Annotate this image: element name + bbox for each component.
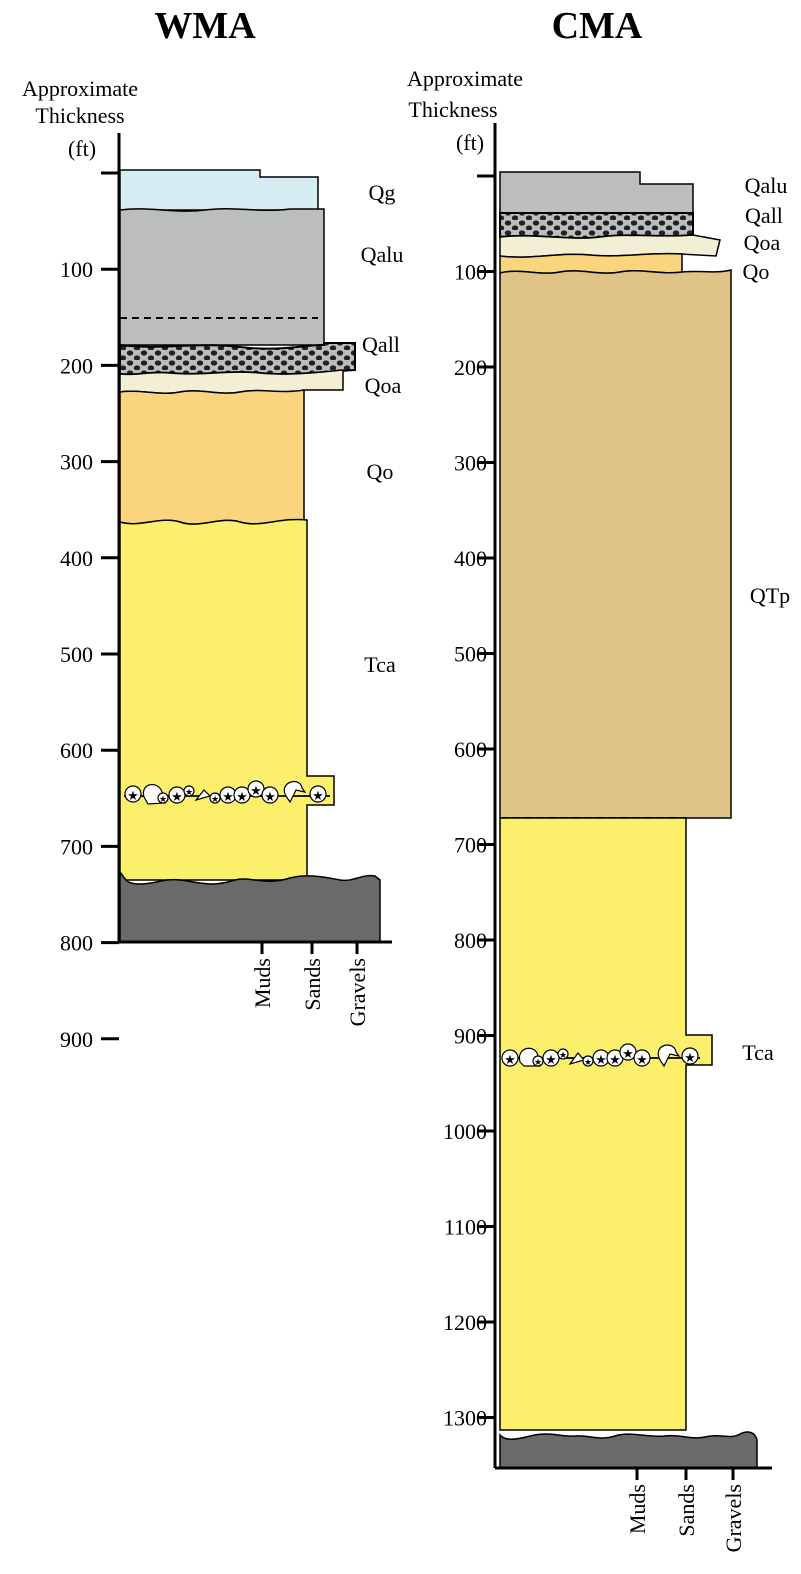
cma-layer-qoa	[499, 234, 721, 258]
svg-text:★: ★	[622, 1046, 634, 1061]
cma-grain-label: Sands	[674, 1484, 699, 1537]
wma-fossil-band: ★ ★ ★ ★ ★ ★ ★ ★ ★ ★	[124, 780, 330, 805]
svg-text:★: ★	[250, 783, 262, 798]
svg-text:★: ★	[211, 794, 219, 804]
wma-layer-qall	[119, 342, 356, 376]
wma-grain-size-axis: Muds Sands Gravels	[250, 942, 370, 1026]
cma-layer-qo	[499, 252, 683, 274]
cma-tick-label: 1200	[443, 1310, 487, 1335]
cma-header-line2: Thickness	[408, 97, 497, 122]
cma-tick-label: 400	[454, 546, 487, 571]
svg-text:★: ★	[609, 1052, 621, 1067]
cma-tick-label: 100	[454, 260, 487, 285]
wma-label-qg: Qg	[369, 180, 396, 205]
cma-grain-label: Muds	[625, 1484, 650, 1534]
wma-ticks: 100 200 300 400 500 600 700 800 900	[60, 171, 119, 1052]
wma-header-line1: Approximate	[22, 76, 138, 101]
cma-layer-tca	[499, 817, 713, 1431]
cma-label-qalu: Qalu	[745, 173, 788, 198]
cma-tick-label: 200	[454, 355, 487, 380]
cma-tick-label: 700	[454, 833, 487, 858]
svg-text:★: ★	[171, 789, 183, 804]
wma-title: WMA	[154, 5, 256, 47]
svg-text:★: ★	[185, 787, 193, 797]
wma-grain-label: Sands	[300, 958, 325, 1011]
wma-tick-label: 100	[60, 257, 93, 282]
wma-units: (ft)	[68, 136, 96, 161]
cma-tick-label: 800	[454, 928, 487, 953]
wma-label-tca: Tca	[364, 652, 396, 677]
wma-header-line2: Thickness	[35, 103, 124, 128]
svg-text:★: ★	[264, 789, 276, 804]
svg-text:★: ★	[545, 1052, 557, 1067]
wma-column: WMA Approximate Thickness (ft) ★ ★ ★ ★ ★…	[22, 5, 403, 1052]
cma-grain-label: Gravels	[721, 1484, 746, 1552]
cma-tick-label: 500	[454, 642, 487, 667]
cma-layer-qtp	[499, 269, 732, 819]
wma-label-qall: Qall	[362, 332, 400, 357]
svg-text:★: ★	[504, 1052, 516, 1067]
cma-ticks: 100 200 300 400 500 600 700 800 900 1000 1100 1200 1…	[443, 174, 495, 1431]
wma-label-qo: Qo	[367, 459, 394, 484]
cma-layer-qalu	[499, 171, 694, 214]
cma-label-qall: Qall	[745, 203, 783, 228]
cma-column: CMA Approximate Thickness (ft) ★ ★ ★ ★ ★…	[407, 5, 790, 1552]
wma-layer-qalu	[119, 207, 325, 346]
cma-units: (ft)	[456, 130, 484, 155]
cma-label-qo: Qo	[743, 259, 770, 284]
cma-tick-label: 600	[454, 737, 487, 762]
svg-text:★: ★	[534, 1057, 542, 1067]
wma-grain-label: Gravels	[345, 958, 370, 1026]
wma-layer-basement	[119, 869, 381, 943]
svg-text:★: ★	[312, 788, 324, 803]
wma-tick-label: 200	[60, 353, 93, 378]
cma-title: CMA	[552, 5, 643, 47]
cma-grain-size-axis: Muds Sands Gravels	[625, 1468, 746, 1552]
wma-tick-label: 400	[60, 546, 93, 571]
svg-text:★: ★	[159, 794, 167, 804]
cma-tick-label: 300	[454, 451, 487, 476]
cma-layer-basement	[499, 1431, 758, 1469]
wma-tick-label: 900	[60, 1027, 93, 1052]
cma-fossil-band: ★ ★ ★ ★ ★ ★ ★ ★ ★ ★	[501, 1043, 700, 1068]
svg-text:★: ★	[595, 1052, 607, 1067]
cma-label-qtp: QTp	[750, 583, 790, 608]
wma-grain-label: Muds	[250, 958, 275, 1008]
cma-tick-label: 1100	[444, 1215, 487, 1240]
cma-label-qoa: Qoa	[744, 230, 781, 255]
cma-tick-label: 1300	[443, 1406, 487, 1431]
svg-text:★: ★	[636, 1052, 648, 1067]
wma-layer-qo	[119, 389, 305, 525]
svg-text:★: ★	[127, 788, 139, 803]
wma-layer-qg	[119, 169, 319, 211]
wma-tick-label: 600	[60, 738, 93, 763]
svg-text:★: ★	[559, 1050, 567, 1060]
svg-text:★: ★	[684, 1050, 696, 1065]
wma-tick-label: 800	[60, 931, 93, 956]
svg-text:★: ★	[584, 1057, 592, 1067]
svg-text:★: ★	[222, 789, 234, 804]
wma-layer-tca	[119, 518, 335, 881]
cma-layer-qall	[499, 212, 694, 240]
wma-layer-qoa	[119, 369, 344, 395]
cma-tick-label: 1000	[443, 1119, 487, 1144]
wma-label-qoa: Qoa	[365, 373, 402, 398]
cma-label-tca: Tca	[742, 1040, 774, 1065]
cma-header-line1: Approximate	[407, 66, 523, 91]
wma-label-qalu: Qalu	[361, 242, 404, 267]
wma-tick-label: 700	[60, 834, 93, 859]
wma-tick-label: 300	[60, 450, 93, 475]
wma-tick-label: 500	[60, 642, 93, 667]
svg-text:★: ★	[236, 789, 248, 804]
cma-tick-label: 900	[454, 1024, 487, 1049]
